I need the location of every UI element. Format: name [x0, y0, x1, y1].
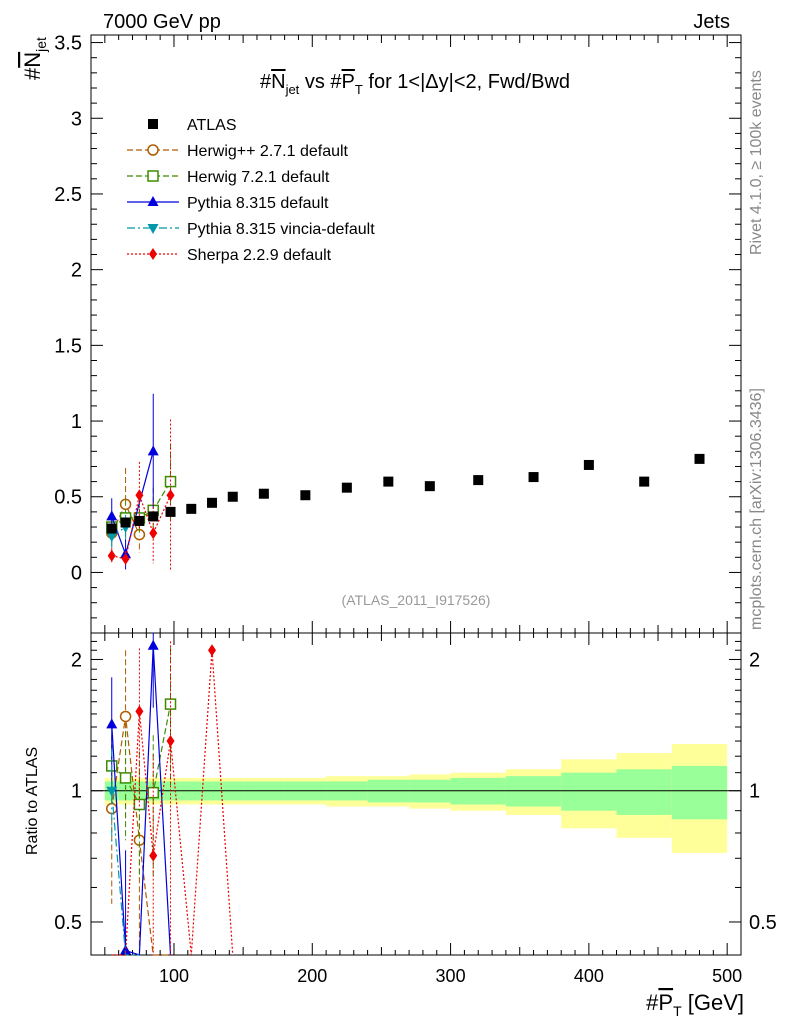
series-5-ratio-point	[135, 705, 144, 718]
energy-label: 7000 GeV pp	[103, 11, 221, 33]
series-2-ratio-point	[119, 772, 132, 784]
series-5-line	[111, 493, 172, 560]
ratio-axis-label: Ratio to ATLAS	[24, 747, 41, 855]
legend-marker	[149, 248, 157, 260]
data-point	[148, 511, 159, 522]
legend-entry-label: Pythia 8.315 vincia-default	[187, 221, 375, 238]
series-5-point	[107, 549, 116, 562]
data-point	[186, 503, 197, 514]
series-5-ratio-line	[111, 650, 234, 956]
legend-entry-label: Pythia 8.315 default	[187, 195, 329, 212]
data-point	[106, 523, 117, 534]
y-tick-label: 2	[71, 260, 82, 282]
stat-uncertainty-band	[616, 769, 672, 815]
data-point	[120, 517, 131, 528]
legend-marker	[147, 144, 159, 156]
series-4-point	[106, 532, 118, 543]
data-point	[528, 472, 539, 483]
data-point	[473, 475, 484, 486]
legend-marker	[147, 170, 159, 182]
series-5-ratio-point	[208, 644, 217, 657]
plot-title: #Njet vs #PT for 1<|Δy|<2, Fwd/Bwd	[260, 71, 570, 97]
data-point	[300, 490, 311, 501]
series-3-point	[147, 445, 159, 456]
legend-entry-label: Sherpa 2.2.9 default	[187, 247, 332, 264]
y-axis-label: #Njet	[20, 37, 49, 80]
stat-uncertainty-band	[671, 765, 728, 820]
series-4-ratio-point	[106, 786, 118, 797]
data-point	[134, 515, 145, 526]
series-3-ratio-point	[147, 639, 159, 650]
data-point	[341, 482, 352, 493]
legend-marker	[147, 196, 159, 206]
series-5-ratio-point	[166, 735, 175, 748]
series-5-point	[135, 489, 144, 502]
series-3-ratio-point	[106, 718, 118, 729]
legend: ATLAS Herwig++ 2.7.1 default Herwig 7.2.1 …	[127, 117, 375, 264]
series-3-line	[111, 451, 154, 557]
series-1-ratio-point	[119, 710, 132, 723]
data-point	[227, 491, 238, 502]
y-tick-label: 3	[71, 108, 82, 130]
data-point	[258, 488, 269, 499]
y-tick-label: 0	[71, 562, 82, 584]
ratio-tick-label: 1	[71, 781, 82, 803]
data-point	[165, 506, 176, 517]
legend-entry-label: Herwig 7.2.1 default	[187, 169, 330, 186]
rivet-version-note: Rivet 4.1.0, ≥ 100k events	[748, 70, 765, 255]
x-tick-label: 500	[712, 966, 742, 986]
data-point	[383, 476, 394, 487]
series-5-point	[121, 552, 130, 565]
y-tick-label: 1.5	[54, 335, 82, 357]
data-point	[639, 476, 650, 487]
y-tick-label: 3.5	[54, 33, 82, 55]
ratio-tick-label-right: 0.5	[749, 912, 777, 934]
x-axis-label: #PT [GeV]	[646, 990, 744, 1019]
ratio-tick-label: 2	[71, 649, 82, 671]
ratio-tick-label-right: 1	[749, 781, 760, 803]
series-2-ratio-point	[164, 698, 177, 710]
legend-entry-label: Herwig++ 2.7.1 default	[187, 143, 349, 160]
data-point	[694, 453, 705, 464]
data-point	[207, 497, 218, 508]
x-tick-label: 100	[159, 966, 189, 986]
x-tick-label: 300	[436, 966, 466, 986]
process-label: Jets	[693, 11, 730, 33]
legend-marker	[147, 224, 159, 234]
ratio-tick-label: 0.5	[54, 912, 82, 934]
y-tick-label: 2.5	[54, 184, 82, 206]
x-tick-label: 200	[297, 966, 327, 986]
series-5-point	[149, 527, 158, 540]
data-point	[424, 481, 435, 492]
ratio-tick-label-right: 2	[749, 649, 760, 671]
stat-uncertainty-band	[561, 772, 617, 811]
legend-marker	[148, 119, 158, 129]
series-5-point	[166, 489, 175, 502]
x-tick-label: 400	[574, 966, 604, 986]
legend-entry-label: ATLAS	[187, 117, 237, 134]
series-5-ratio-point	[149, 849, 158, 862]
data-point	[583, 459, 594, 470]
series-3-point	[106, 510, 118, 521]
series-3-ratio-point	[120, 944, 132, 955]
y-tick-label: 1	[71, 411, 82, 433]
mcplots-reference-note: mcplots.cern.ch [arXiv:1306.3436]	[748, 388, 765, 630]
stat-uncertainty-band	[505, 776, 562, 807]
y-tick-label: 0.5	[54, 487, 82, 509]
ratio-panel-frame	[90, 632, 742, 956]
analysis-tag: (ATLAS_2011_I917526)	[342, 592, 491, 608]
